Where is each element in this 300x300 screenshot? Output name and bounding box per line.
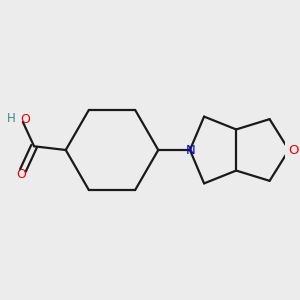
Text: O: O <box>20 113 30 126</box>
Text: H: H <box>7 112 16 125</box>
Text: N: N <box>186 143 196 157</box>
Text: O: O <box>17 168 26 181</box>
Text: O: O <box>288 143 298 157</box>
